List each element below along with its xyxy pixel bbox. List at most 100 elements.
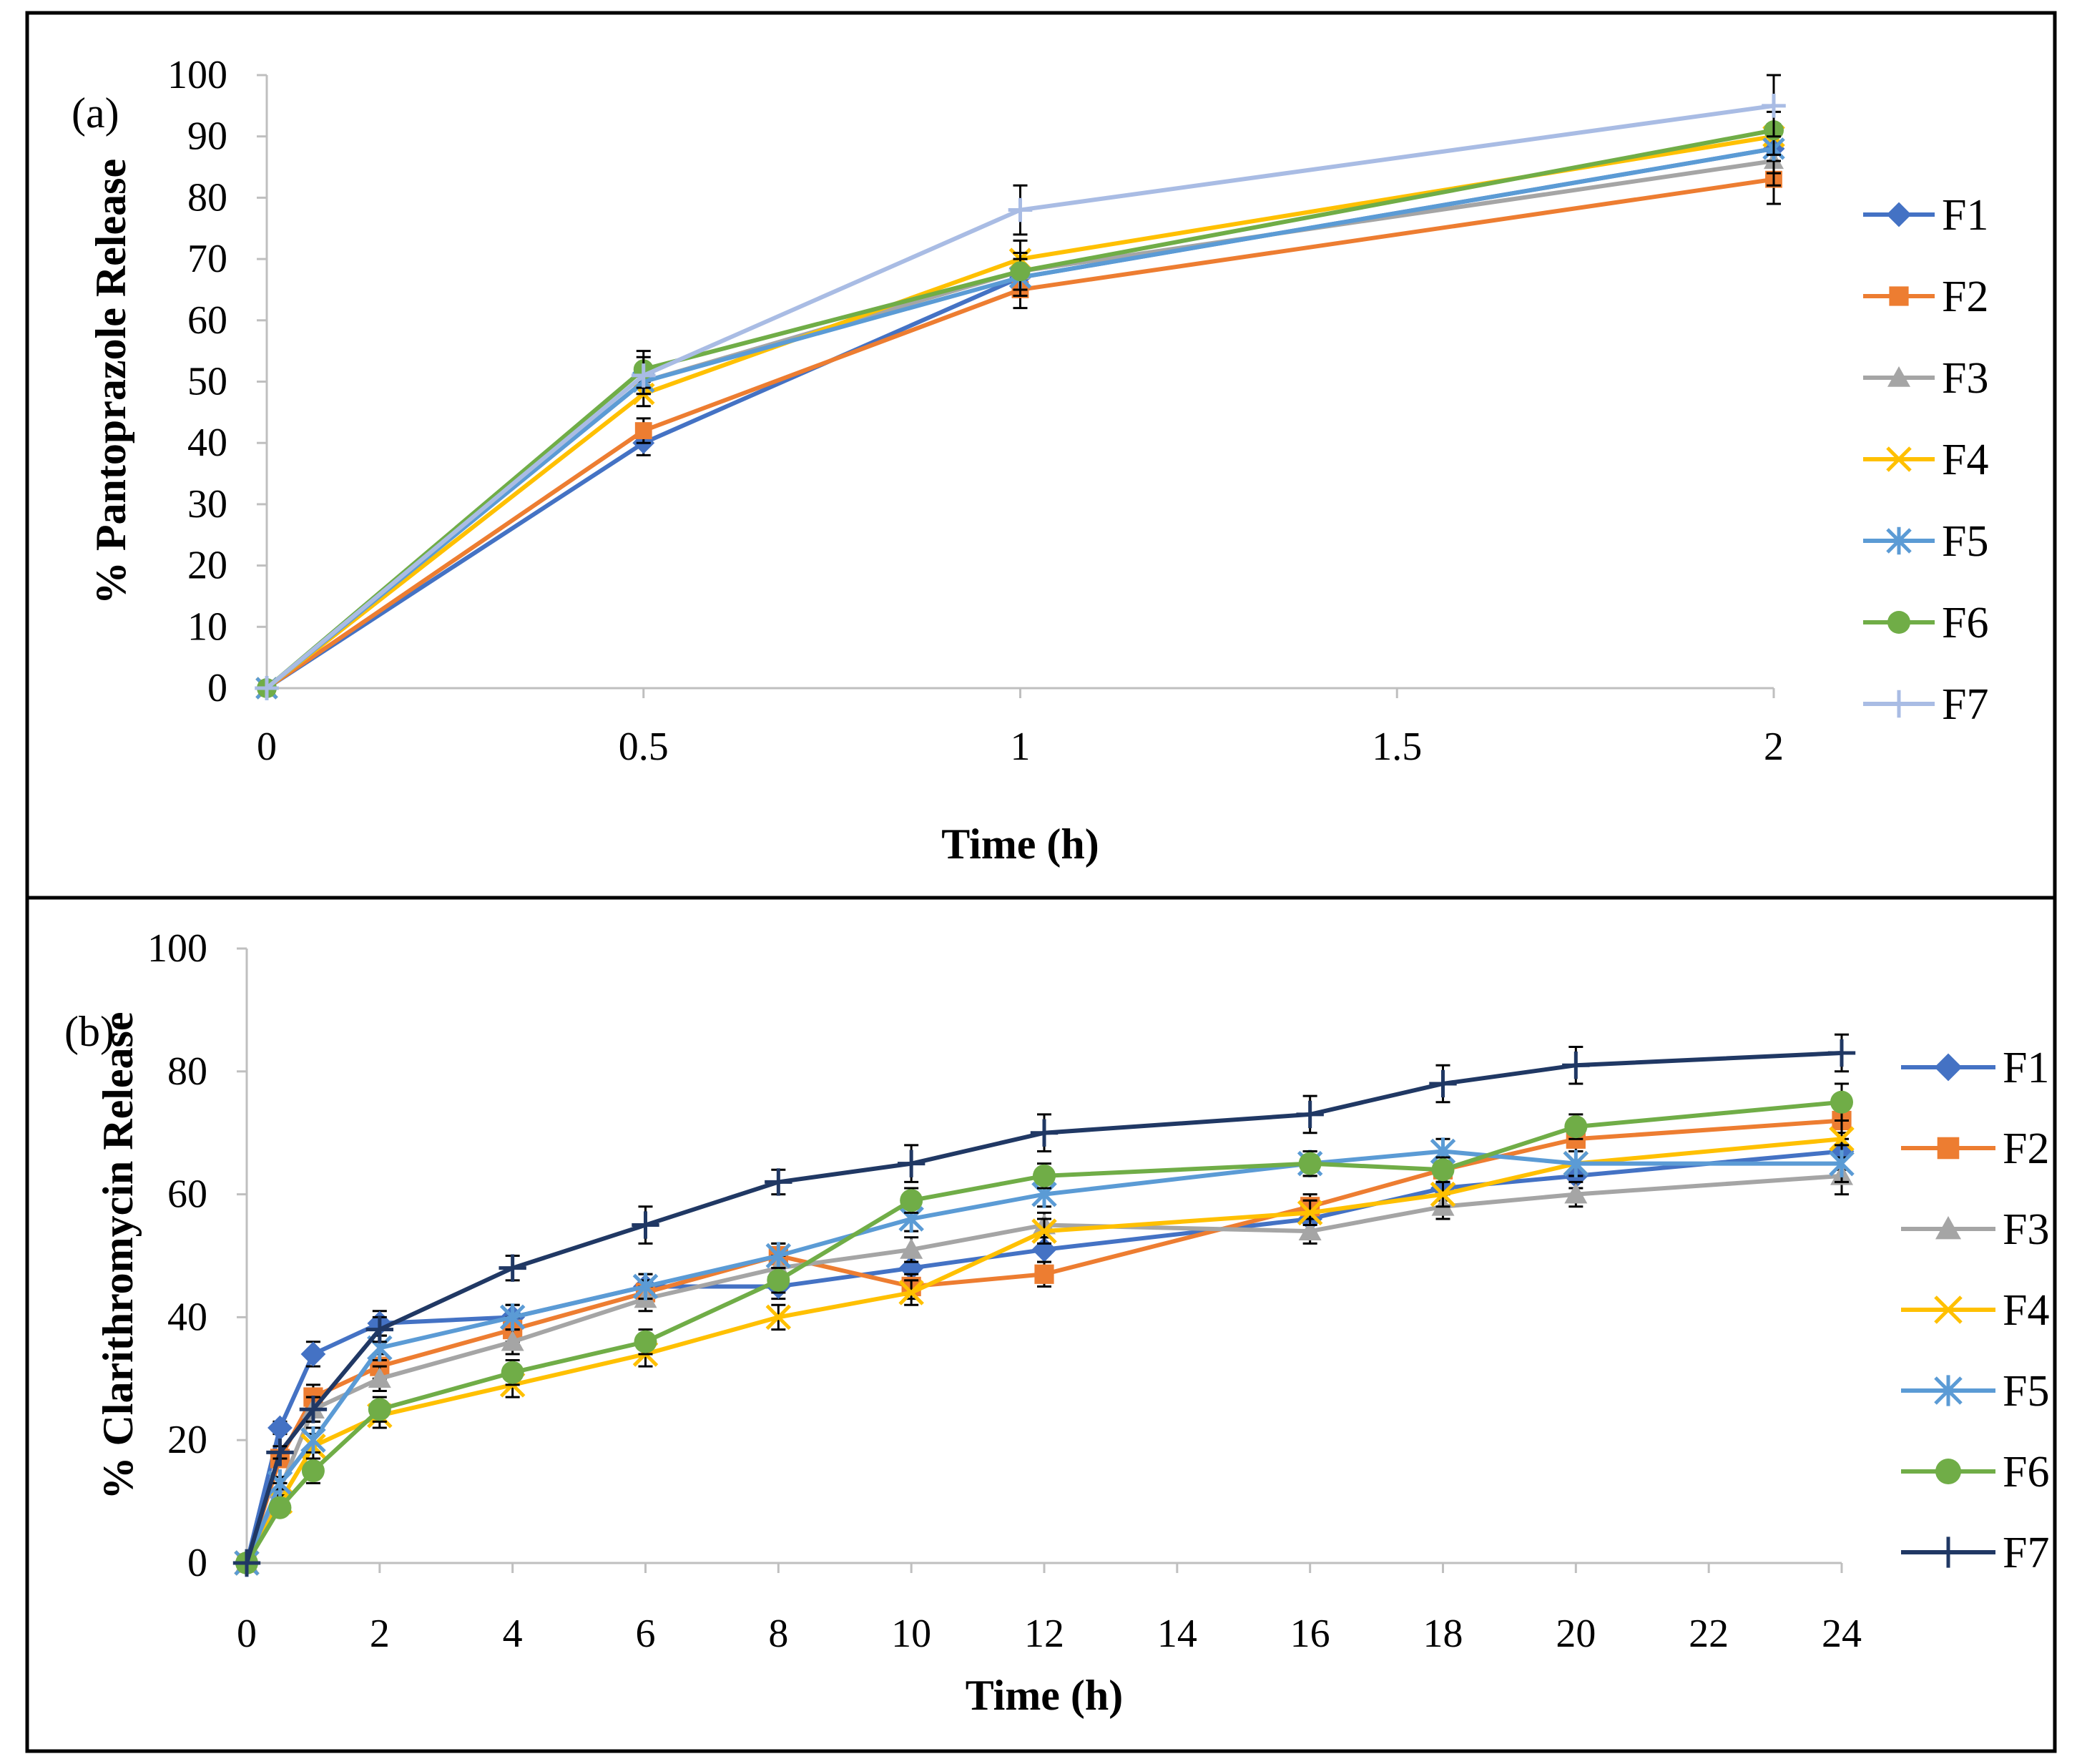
x-tick-label: 2 (1764, 725, 1784, 769)
data-point (1429, 1069, 1457, 1098)
series-line (265, 128, 1774, 690)
data-point (499, 1254, 526, 1282)
legend-label: F4 (1942, 436, 1988, 484)
y-tick-label: 0 (187, 1541, 207, 1585)
legend-marker (1933, 1537, 1964, 1568)
data-point (634, 422, 652, 439)
legend-item-F1: F1 (1901, 1044, 2049, 1092)
data-point (232, 1549, 261, 1577)
y-tick-label: 60 (167, 1172, 207, 1217)
legend-label: F4 (2003, 1286, 2049, 1335)
x-tick-label: 14 (1157, 1612, 1197, 1656)
legend-label: F5 (2003, 1367, 2049, 1416)
data-point (1010, 261, 1031, 282)
legend-marker (1887, 611, 1910, 634)
y-tick-label: 40 (187, 421, 227, 465)
x-tick-label: 8 (768, 1612, 788, 1656)
legend-item-F4: F4 (1901, 1286, 2049, 1335)
legend-label: F2 (1942, 273, 1988, 321)
legend-item-F7: F7 (1863, 680, 1988, 729)
data-point (1298, 1220, 1322, 1240)
data-point (268, 1496, 292, 1519)
data-point (1033, 1164, 1056, 1187)
series-line (265, 146, 1774, 690)
legend-label: F7 (2003, 1529, 2049, 1577)
data-point (300, 1341, 326, 1367)
data-point (1297, 1200, 1323, 1226)
legend-marker (1885, 690, 1913, 718)
data-point (631, 363, 656, 388)
legend-item-F3: F3 (1863, 354, 1988, 403)
data-point (1830, 1090, 1853, 1114)
series-F7 (255, 74, 1786, 700)
legend-marker (1935, 1459, 1961, 1484)
legend-item-F4: F4 (1863, 436, 1988, 484)
legend-item-F6: F6 (1901, 1448, 2049, 1496)
data-point (765, 1304, 792, 1331)
x-tick-label: 1 (1011, 725, 1031, 769)
data-point (267, 1415, 293, 1441)
legend-label: F1 (2003, 1044, 2049, 1092)
data-point (897, 1150, 925, 1177)
data-point (301, 1459, 325, 1483)
y-tick-label: 30 (187, 482, 227, 526)
legend-marker (1935, 1216, 1961, 1240)
series-F2 (258, 153, 1782, 697)
x-tick-label: 10 (891, 1612, 931, 1656)
data-point (1030, 1119, 1059, 1147)
data-point (501, 1361, 524, 1384)
data-point (1008, 197, 1033, 222)
data-point (1762, 94, 1786, 118)
data-point (1031, 1218, 1057, 1244)
y-tick-label: 60 (187, 298, 227, 343)
legend-marker (1934, 1295, 1963, 1324)
legend-marker (1886, 526, 1912, 555)
x-tick-label: 2 (370, 1612, 390, 1656)
series-F6 (235, 1082, 1853, 1574)
legend-label: F6 (2003, 1448, 2049, 1496)
series-line (265, 134, 1774, 690)
legend-item-F2: F2 (1901, 1124, 2049, 1173)
series-F7 (232, 1033, 1856, 1577)
panel-label: (b) (64, 1008, 114, 1055)
data-point (1564, 1115, 1588, 1139)
data-point (634, 1330, 657, 1353)
data-point (499, 1303, 526, 1331)
data-point (368, 1367, 391, 1388)
x-axis-title: Time (h) (941, 820, 1099, 868)
x-tick-label: 12 (1024, 1612, 1064, 1656)
x-tick-label: 6 (636, 1612, 656, 1656)
legend-marker (1886, 446, 1912, 472)
data-point (767, 1268, 790, 1292)
y-tick-label: 100 (147, 926, 207, 971)
data-point (1034, 1264, 1054, 1284)
legend-item-F2: F2 (1863, 273, 1988, 321)
legend-marker (1937, 1137, 1960, 1160)
legend-label: F5 (1942, 517, 1988, 566)
data-point (1564, 1182, 1588, 1204)
y-tick-label: 40 (167, 1295, 207, 1339)
legend-label: F3 (2003, 1205, 2049, 1254)
x-tick-label: 20 (1556, 1612, 1596, 1656)
data-point (1829, 1150, 1855, 1177)
legend-item-F1: F1 (1863, 191, 1988, 240)
y-tick-label: 0 (207, 666, 227, 710)
legend-label: F6 (1942, 599, 1988, 647)
y-tick-label: 20 (167, 1418, 207, 1462)
y-tick-label: 10 (187, 604, 227, 649)
legend-marker (1934, 1375, 1963, 1406)
x-tick-label: 0.5 (619, 725, 669, 769)
data-point (501, 1330, 524, 1351)
data-point (1296, 1100, 1324, 1129)
legend-marker (1886, 202, 1912, 227)
data-point (1563, 1150, 1589, 1177)
y-axis-title: % Clarithromycin Release (94, 1011, 142, 1499)
data-point (300, 1426, 326, 1454)
legend-item-F5: F5 (1863, 517, 1988, 566)
x-tick-label: 1.5 (1372, 725, 1422, 769)
series-F5 (234, 1137, 1855, 1577)
data-point (368, 1398, 391, 1421)
legend-item-F6: F6 (1863, 599, 1988, 647)
